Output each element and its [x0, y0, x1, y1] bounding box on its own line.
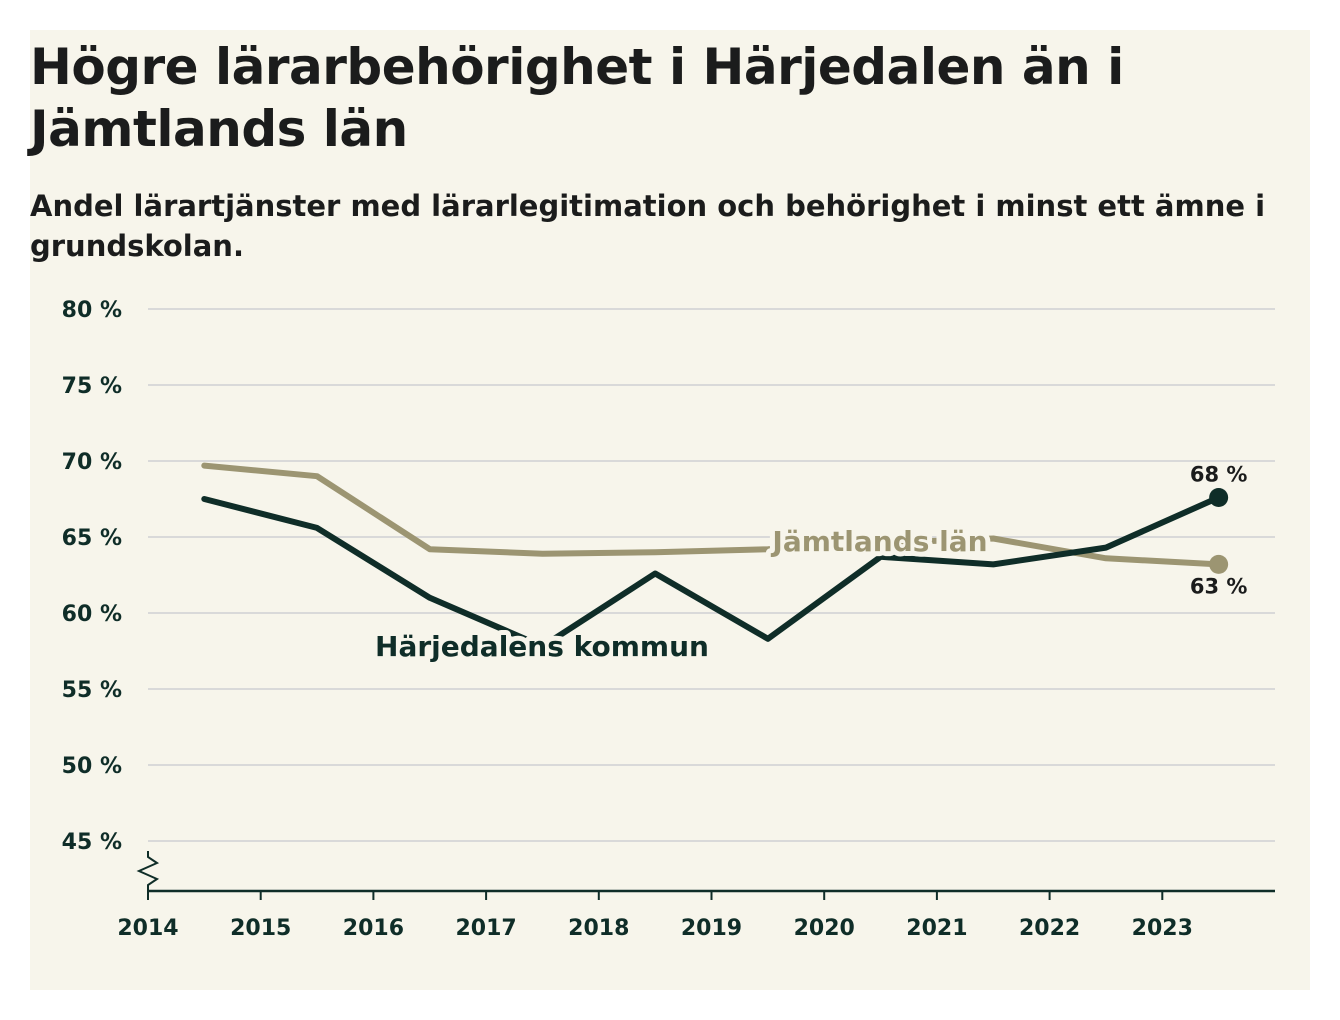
series-label-jamtland: Jämtlands län: [770, 525, 987, 558]
chart-title: Högre lärarbehörighet i Härjedalen än i …: [30, 38, 1124, 158]
x-tick-label: 2023: [1132, 916, 1193, 941]
y-tick-label: 50 %: [62, 754, 122, 779]
labels: Jämtlands län Härjedalens kommun 68 % 63 %: [370, 462, 1248, 668]
y-tick-label: 60 %: [62, 602, 122, 627]
x-tick-label: 2022: [1019, 916, 1080, 941]
x-tick-label: 2018: [568, 916, 629, 941]
x-tick-label: 2014: [117, 916, 178, 941]
end-point-jamtland: [1209, 554, 1229, 574]
y-tick-label: 65 %: [62, 526, 122, 551]
x-tick-label: 2015: [230, 916, 291, 941]
end-label-jamtland: 63 %: [1190, 574, 1248, 598]
series-line-harjedalen: [201, 494, 1222, 650]
series-line-jamtland: [201, 462, 1222, 568]
y-tick-label: 80 %: [62, 298, 122, 323]
x-tick-label: 2017: [455, 916, 516, 941]
y-tick-label: 45 %: [62, 830, 122, 855]
x-tick-label: 2020: [794, 916, 855, 941]
axes: 45 % 50 % 55 % 60 % 65 % 70 % 75 % 80 % 2014 2015…: [62, 298, 1275, 941]
y-tick-label: 55 %: [62, 678, 122, 703]
x-tick-label: 2019: [681, 916, 742, 941]
end-point-harjedalen: [1209, 487, 1229, 507]
x-tick-label: 2021: [906, 916, 967, 941]
end-label-harjedalen: 68 %: [1190, 462, 1248, 486]
x-tick-label: 2016: [343, 916, 404, 941]
series-label-harjedalen: Härjedalens kommun: [375, 630, 709, 663]
y-tick-label: 70 %: [62, 450, 122, 475]
y-tick-label: 75 %: [62, 374, 122, 399]
grid-lines: [148, 308, 1275, 842]
axis-break-icon: [136, 851, 160, 891]
series-lines: [201, 462, 1229, 650]
chart-subtitle: Andel lärartjänster med lärarlegitimatio…: [30, 189, 1266, 263]
